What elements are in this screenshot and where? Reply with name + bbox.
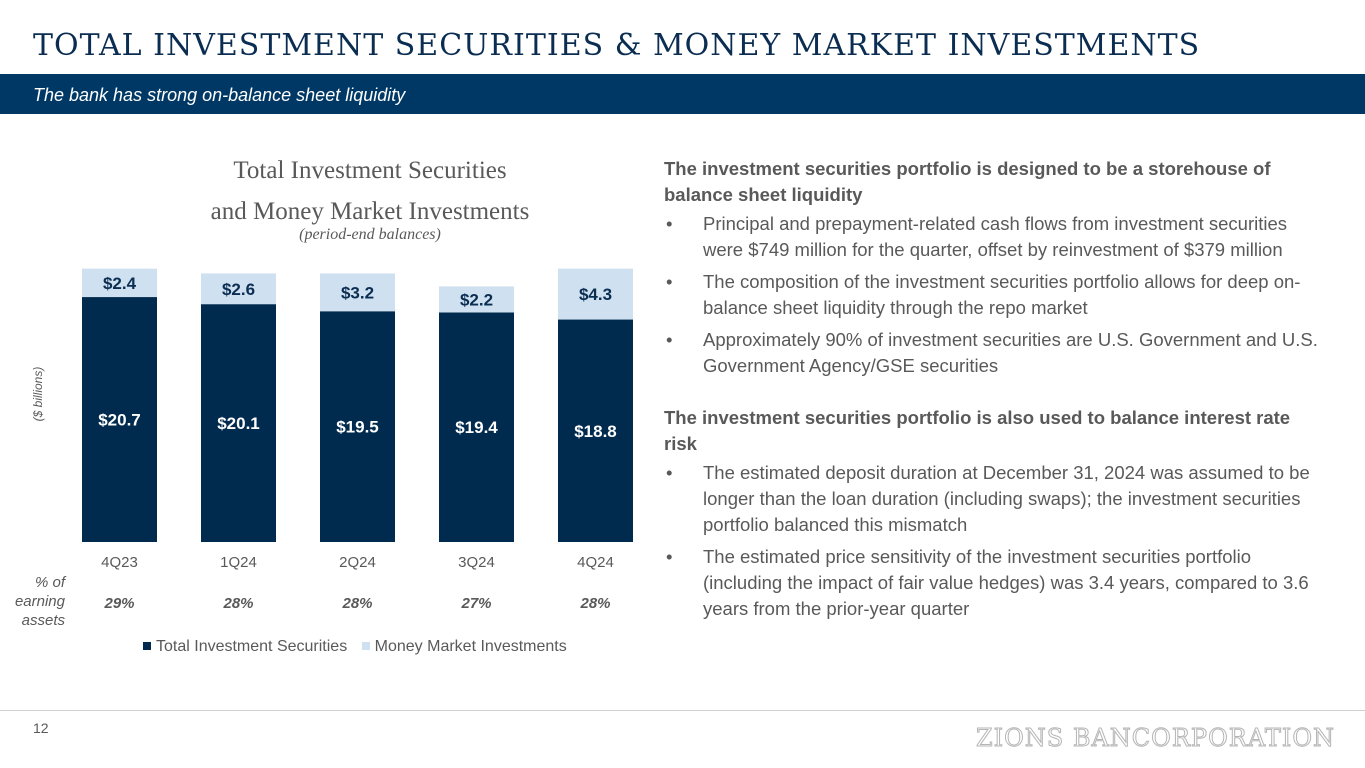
bar-money-market [439, 286, 514, 313]
x-axis-tick-label: 4Q24 [577, 554, 614, 571]
company-logo: ZIONS BANCORPORATION [975, 724, 1335, 753]
bullet-dot: • [666, 271, 673, 292]
section-heading-interest-rate: The investment securities portfolio is a… [664, 407, 1291, 454]
bullet-text: Approximately 90% of investment securiti… [703, 329, 1318, 376]
section-heading-liquidity: The investment securities portfolio is d… [664, 158, 1271, 205]
bullet-item: • The composition of the investment secur… [664, 269, 1324, 321]
x-axis-tick-label: 1Q24 [220, 554, 257, 571]
legend-swatch-money-market [361, 642, 370, 650]
bullet-list-interest-rate: • The estimated deposit duration at Decem… [664, 460, 1324, 622]
bar-money-market [320, 273, 395, 312]
subtitle-bar: The bank has strong on-balance sheet liq… [0, 74, 1365, 114]
page-number: 12 [33, 720, 49, 736]
legend-item-money-market: Money Market Investments [361, 638, 567, 656]
page-subtitle: The bank has strong on-balance sheet liq… [33, 85, 406, 105]
x-axis-tick-label: 2Q24 [339, 554, 376, 571]
pct-earning-assets-value: 27% [460, 595, 491, 612]
x-axis-tick-label: 3Q24 [458, 554, 495, 571]
chart-legend: Total Investment Securities Money Market… [143, 638, 577, 656]
pct-earning-assets-value: 28% [579, 595, 610, 612]
legend-label-money-market: Money Market Investments [374, 638, 567, 655]
bar-investment-securities [82, 297, 157, 542]
bullet-text: The estimated deposit duration at Decemb… [703, 462, 1310, 535]
bullet-dot: • [666, 213, 673, 234]
pct-earning-assets-value: 29% [103, 595, 134, 612]
bar-investment-securities [439, 312, 514, 542]
stacked-bar-chart: $20.7 $2.4 4Q23 29% $20.1 $2.6 1Q24 28% $19.5 $3.… [82, 268, 633, 612]
bullet-item: • The estimated deposit duration at Decem… [664, 460, 1324, 538]
chart-title-line2: and Money Market Investments [210, 198, 530, 225]
legend-swatch-securities [143, 642, 151, 650]
bullet-dot: • [666, 546, 673, 567]
chart-subtitle: (period-end balances) [299, 226, 441, 243]
pct-earning-assets-value: 28% [341, 595, 372, 612]
bar-investment-securities [201, 304, 276, 542]
data-label-investment-securities: $19.4 [455, 418, 498, 437]
pct-earning-assets-value: 28% [222, 595, 253, 612]
bar-money-market [201, 273, 276, 305]
bullet-list-liquidity: • Principal and prepayment-related cash f… [664, 211, 1324, 379]
x-axis-tick-label: 4Q23 [101, 554, 138, 571]
chart-title-line1: Total Investment Securities [233, 157, 507, 184]
chart-title: Total Investment Securities and Money Ma… [120, 150, 620, 232]
bullet-item: • Principal and prepayment-related cash f… [664, 211, 1324, 263]
page-title: TOTAL INVESTMENT SECURITIES & MONEY MARK… [33, 28, 1201, 63]
data-label-investment-securities: $19.5 [336, 418, 379, 437]
commentary: The investment securities portfolio is d… [664, 156, 1324, 628]
data-label-investment-securities: $20.1 [217, 414, 260, 433]
bar-investment-securities [558, 319, 633, 542]
bullet-item: • The estimated price sensitivity of the … [664, 544, 1324, 622]
bar-money-market [82, 268, 157, 298]
bullet-text: Principal and prepayment-related cash fl… [703, 213, 1288, 260]
bullet-dot: • [666, 462, 673, 483]
legend-label-securities: Total Investment Securities [156, 638, 348, 655]
data-label-money-market: $2.6 [222, 280, 255, 299]
bullet-dot: • [666, 329, 673, 350]
bullet-text: The composition of the investment securi… [703, 271, 1301, 318]
data-label-money-market: $2.2 [460, 290, 493, 309]
data-label-investment-securities: $18.8 [574, 422, 617, 441]
data-label-money-market: $2.4 [103, 274, 137, 293]
bar-investment-securities [320, 311, 395, 542]
data-label-investment-securities: $20.7 [98, 411, 141, 430]
data-label-money-market: $3.2 [341, 283, 374, 302]
footer-divider [0, 710, 1365, 711]
data-label-money-market: $4.3 [579, 285, 612, 304]
bullet-text: The estimated price sensitivity of the i… [703, 546, 1309, 619]
bullet-item: • Approximately 90% of investment securit… [664, 327, 1324, 379]
bar-money-market [558, 268, 633, 320]
pct-earning-assets-label: % of earning assets [14, 574, 65, 629]
legend-item-securities: Total Investment Securities [143, 638, 347, 656]
